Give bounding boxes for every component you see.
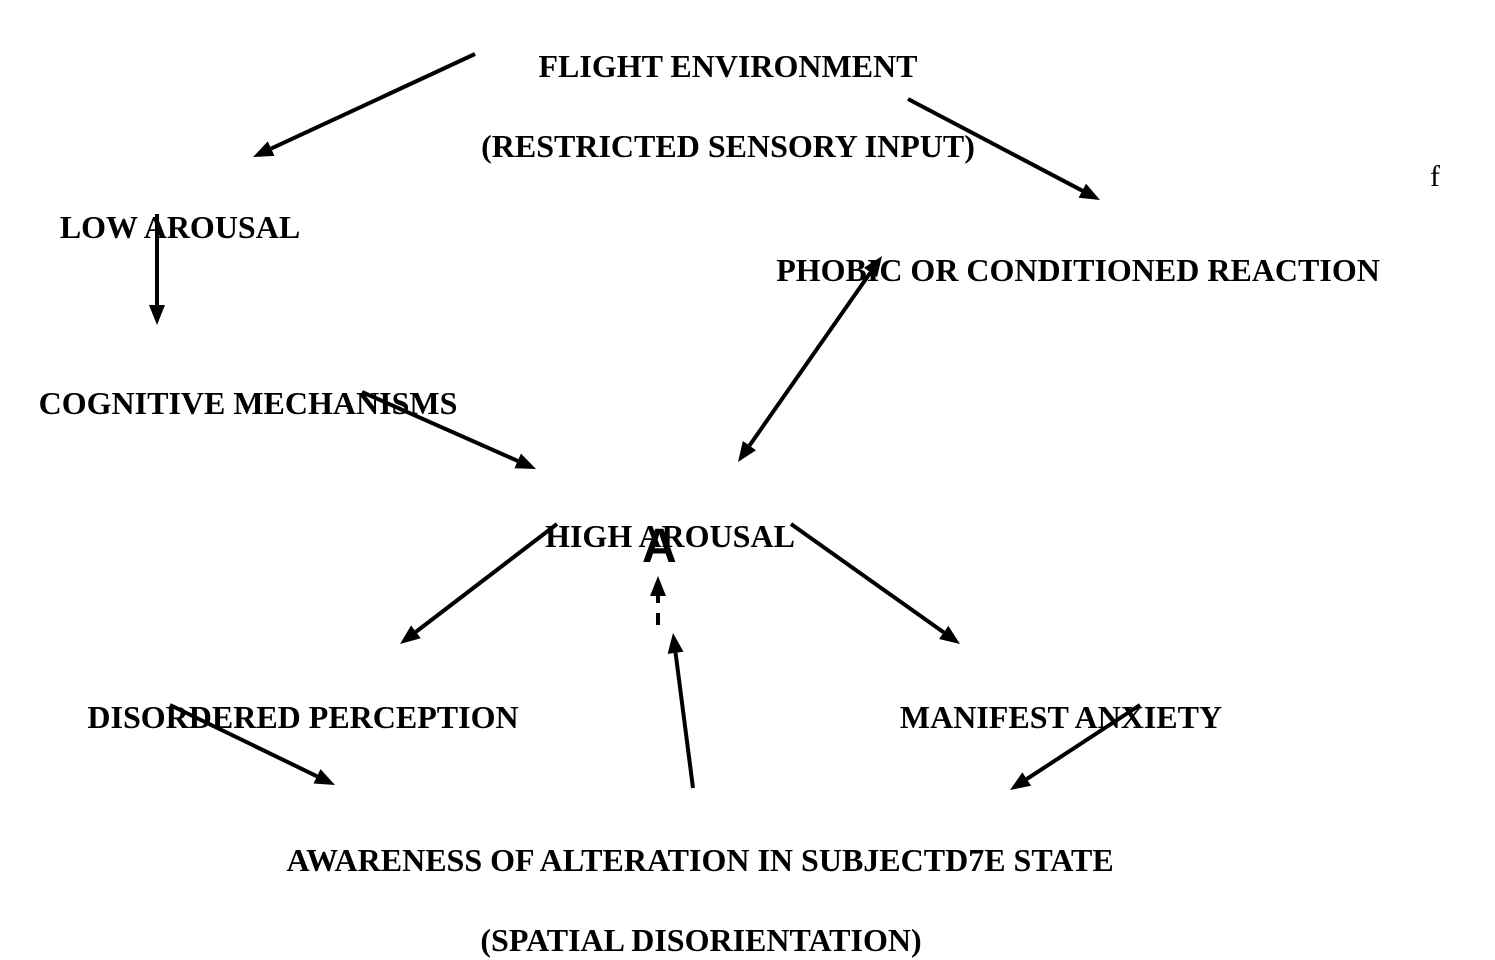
arrowhead-aw_to_high_solid bbox=[668, 633, 684, 654]
node-low-arousal: LOW AROUSAL bbox=[44, 167, 300, 247]
stray-f-char: f bbox=[1430, 160, 1440, 194]
arrowhead-manifest_to_aw bbox=[1010, 772, 1031, 790]
node-flight-environment: FLIGHT ENVIRONMENT (RESTRICTED SENSORY I… bbox=[465, 6, 975, 166]
node-label: LOW AROUSAL bbox=[60, 209, 300, 245]
arrowhead-env_to_phobic bbox=[1079, 184, 1100, 200]
arrowhead-cognitive_to_high bbox=[514, 454, 536, 469]
node-label: FLIGHT ENVIRONMENT bbox=[538, 48, 917, 84]
arrowhead-env_to_low bbox=[253, 141, 275, 157]
node-cognitive-mechanisms: COGNITIVE MECHANISMS bbox=[23, 343, 458, 423]
node-label: MANIFEST ANXIETY bbox=[900, 699, 1222, 735]
arrowhead-high_to_manifest bbox=[939, 626, 960, 644]
node-manifest-anxiety: MANIFEST ANXIETY bbox=[884, 657, 1222, 737]
node-label: AWARENESS OF ALTERATION IN SUBJECTD7E ST… bbox=[287, 842, 1114, 878]
edge-env_to_low bbox=[271, 54, 475, 149]
node-label: PHOBIC OR CONDITIONED REACTION bbox=[776, 252, 1380, 288]
node-label: COGNITIVE MECHANISMS bbox=[39, 385, 458, 421]
stray-a-char: A bbox=[642, 519, 677, 574]
node-label: (SPATIAL DISORIENTATION) bbox=[480, 922, 921, 958]
arrowhead-low_to_cognitive bbox=[149, 305, 165, 325]
arrowhead-disordered_to_aw bbox=[314, 769, 335, 785]
edge-aw_to_high_solid bbox=[676, 653, 693, 788]
node-label: (RESTRICTED SENSORY INPUT) bbox=[481, 128, 975, 164]
arrowhead-aw_to_high_dashed bbox=[650, 576, 666, 596]
node-awareness-alteration: AWARENESS OF ALTERATION IN SUBJECTD7E ST… bbox=[272, 800, 1113, 960]
node-disordered-perception: DISORDERED PERCEPTION bbox=[71, 657, 518, 737]
edge-phobic_high_bi bbox=[749, 272, 870, 445]
node-label: DISORDERED PERCEPTION bbox=[87, 699, 518, 735]
node-phobic-reaction: PHOBIC OR CONDITIONED REACTION bbox=[760, 210, 1380, 290]
arrowhead-phobic_high_bi bbox=[738, 441, 756, 462]
edge-high_to_manifest bbox=[791, 524, 944, 632]
